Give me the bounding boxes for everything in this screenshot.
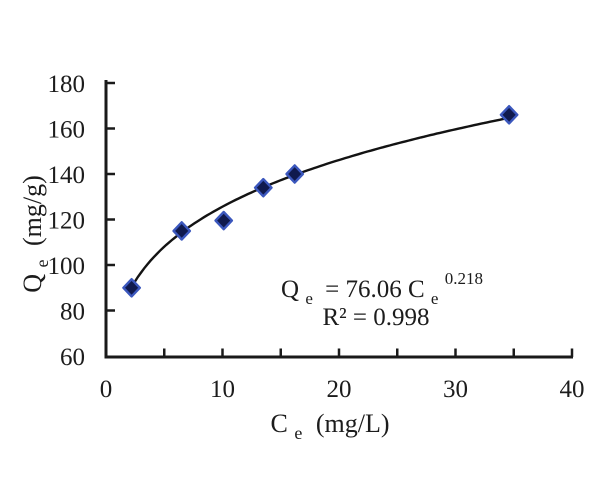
y-axis-title-sub: e: [32, 259, 52, 267]
x-axis-ticks: [163, 348, 574, 357]
y-axis-title: Q e (mg/g): [18, 175, 54, 293]
x-axis-title-sub: e: [294, 423, 302, 443]
data-point-marker: [172, 221, 192, 241]
data-point-marker: [214, 210, 234, 231]
y-tick-label: 80: [60, 299, 85, 326]
x-tick-label: 20: [327, 376, 352, 403]
x-axis-title-unit: (mg/L): [316, 409, 390, 438]
y-axis-tick-labels: 60 80 100 120 140 160 180: [48, 71, 86, 371]
x-tick-label: 40: [560, 376, 585, 403]
y-axis-ticks: [106, 81, 115, 312]
equation-rhs: = 76.06 C: [325, 276, 425, 303]
y-axis-title-unit: (mg/g): [18, 175, 47, 246]
data-points: [122, 105, 519, 298]
y-tick-label: 140: [48, 162, 86, 189]
r-squared-value: R² = 0.998: [322, 304, 429, 331]
data-point-marker: [122, 277, 142, 298]
y-axis-title-main: Q: [18, 274, 47, 293]
y-tick-label: 120: [48, 208, 86, 235]
axes: 60 80 100 120 140 160 180 0 10 20 30 40: [48, 71, 585, 403]
data-point-marker: [253, 177, 273, 198]
x-tick-label: 0: [100, 376, 113, 403]
x-tick-label: 10: [210, 376, 235, 403]
equation-superscript: 0.218: [445, 269, 483, 288]
x-axis-tick-labels: 0 10 20 30 40: [100, 376, 585, 403]
equation-lhs-sub: e: [305, 289, 313, 308]
x-tick-label: 30: [443, 376, 468, 403]
x-axis-title-main: C: [271, 409, 288, 438]
equation-lhs: Q: [281, 276, 299, 303]
y-tick-label: 100: [48, 253, 86, 280]
fit-curve: [130, 116, 510, 288]
y-tick-label: 60: [60, 344, 85, 371]
equation-rhs-sub: e: [431, 289, 439, 308]
data-point-marker: [285, 164, 305, 184]
x-axis-title: C e (mg/L): [271, 409, 390, 445]
y-tick-label: 180: [48, 71, 86, 98]
y-tick-label: 160: [48, 117, 86, 144]
data-point-marker: [499, 105, 519, 125]
fit-equation: Q e = 76.06 C e 0.218: [281, 269, 483, 310]
